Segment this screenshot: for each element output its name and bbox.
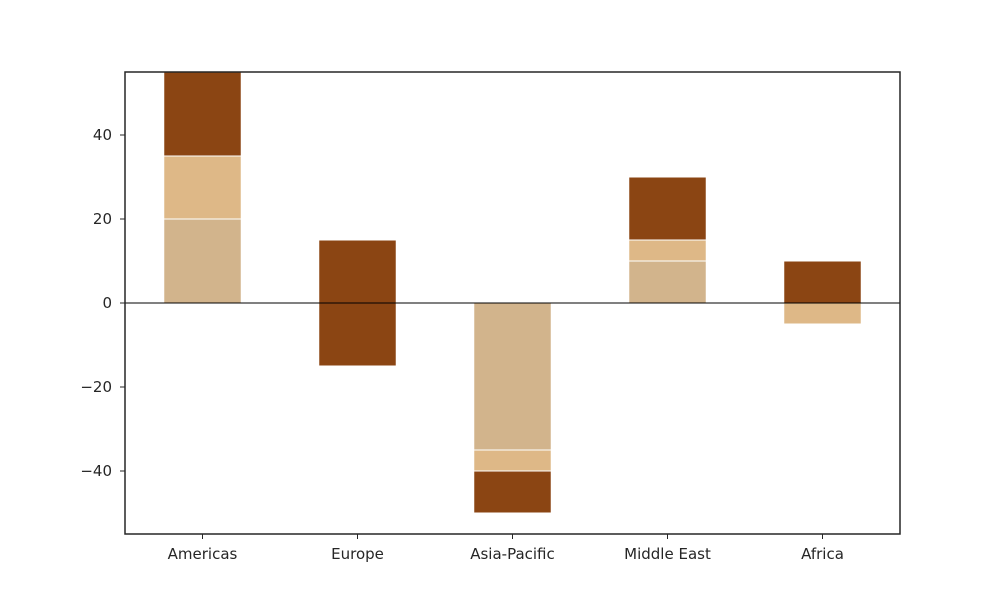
bar-africa-segment-2 — [783, 302, 862, 325]
bar-asia-pacific-segment-2 — [473, 449, 552, 472]
bar-americas-segment-3 — [163, 71, 242, 157]
bar-europe-segment-3 — [318, 239, 397, 304]
x-tick-label-middle-east: Middle East — [624, 545, 711, 563]
bar-middle-east-segment-3 — [628, 176, 707, 241]
x-tick-label-americas: Americas — [168, 545, 238, 563]
x-axis: Americas Europe Asia-Pacific Middle East Afr… — [168, 534, 844, 563]
y-tick-label: −20 — [80, 378, 112, 396]
y-axis: −40 −20 0 20 40 — [80, 126, 125, 480]
bars-layer — [163, 71, 862, 514]
x-tick-label-europe: Europe — [331, 545, 384, 563]
bar-middle-east-segment-2 — [628, 239, 707, 262]
bar-africa-segment-3 — [783, 260, 862, 304]
bar-americas-segment-1 — [163, 218, 242, 304]
y-tick-label: −40 — [80, 462, 112, 480]
bar-americas-segment-2 — [163, 155, 242, 220]
bar-europe-extra-1 — [318, 302, 397, 367]
bar-middle-east-segment-1 — [628, 260, 707, 304]
bar-asia-pacific-segment-1 — [473, 302, 552, 451]
bar-asia-pacific-segment-3 — [473, 470, 552, 514]
y-tick-label: 0 — [102, 294, 112, 312]
y-tick-label: 40 — [93, 126, 112, 144]
y-tick-label: 20 — [93, 210, 112, 228]
x-tick-label-asia-pacific: Asia-Pacific — [470, 545, 555, 563]
x-tick-label-africa: Africa — [801, 545, 844, 563]
